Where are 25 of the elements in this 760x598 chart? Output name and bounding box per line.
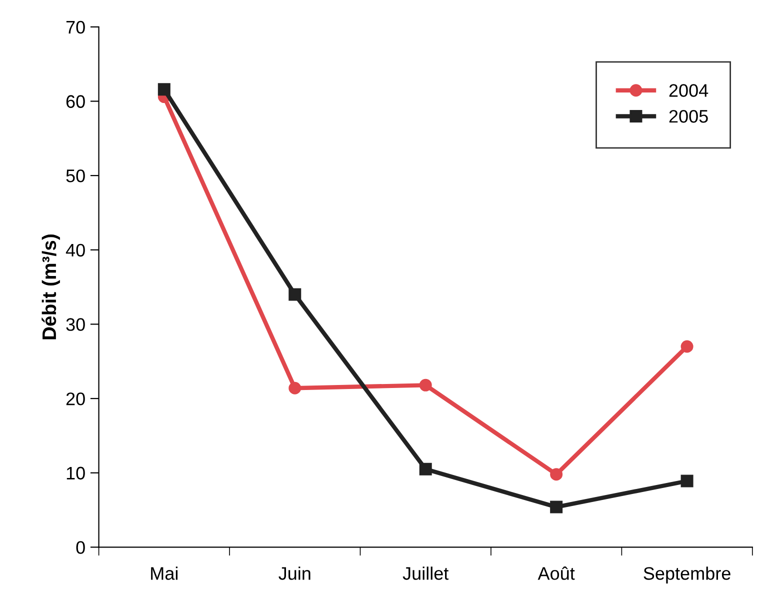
point — [419, 378, 432, 392]
x-tick-label: Septembre — [644, 566, 730, 584]
y-tick-label: 30 — [66, 318, 85, 331]
x-tick-label: Juillet — [402, 566, 449, 580]
y-tick-label: 40 — [66, 244, 85, 257]
point — [288, 382, 302, 394]
point — [288, 288, 302, 301]
y-tick-label: 0 — [76, 541, 85, 554]
y-tick-label: 20 — [66, 392, 85, 406]
x-tick-label: Mai — [151, 566, 178, 580]
point — [550, 500, 563, 514]
point — [680, 340, 694, 353]
point — [158, 83, 170, 96]
y-tick-label: 60 — [66, 95, 85, 108]
point — [550, 468, 563, 481]
x-tick-label: Juin — [278, 566, 310, 580]
y-tick-label: 70 — [66, 20, 85, 34]
y-axis-title: Débit (m³/s) — [42, 234, 60, 340]
y-tick-label: 50 — [66, 169, 85, 182]
y-tick-label: 10 — [66, 466, 85, 480]
point — [680, 474, 694, 488]
legend-label: 2004 — [669, 84, 708, 97]
x-tick-label: Août — [538, 566, 575, 580]
point — [419, 462, 432, 476]
legend-label: 2005 — [669, 110, 708, 123]
